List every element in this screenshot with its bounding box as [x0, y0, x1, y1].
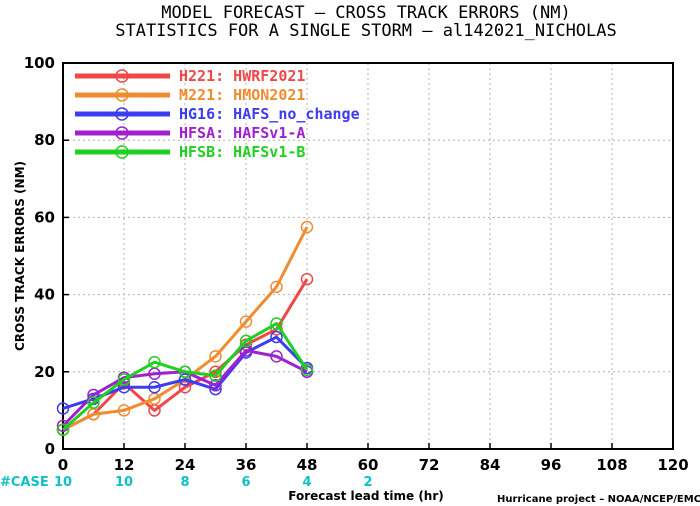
series-marker	[209, 365, 222, 379]
series-marker	[209, 379, 222, 392]
case-count: 8	[180, 475, 189, 490]
x-tick-label: 0	[58, 456, 68, 474]
legend-item-1: M221: HMON2021	[75, 86, 305, 104]
case-count: 6	[241, 475, 250, 490]
y-tick-label: 0	[45, 440, 55, 458]
x-tick-label: 36	[236, 456, 257, 474]
x-tick-label: 96	[541, 456, 562, 474]
series-marker	[270, 350, 283, 363]
series-marker	[300, 220, 314, 234]
series-4	[56, 317, 314, 436]
x-tick-label: 12	[114, 456, 135, 474]
series-marker	[87, 388, 100, 402]
series-marker	[178, 380, 192, 394]
chart-title-line1: MODEL FORECAST – CROSS TRACK ERRORS (NM)	[161, 3, 570, 23]
legend-label: HFSB: HAFSv1-B	[179, 143, 305, 161]
case-count: 10	[115, 475, 133, 490]
y-axis-label: CROSS TRACK ERRORS (NM)	[13, 161, 27, 351]
series-marker	[87, 396, 100, 409]
legend-label: H221: HWRF2021	[179, 67, 305, 85]
series-marker	[148, 380, 161, 394]
series-marker	[117, 380, 131, 394]
x-axis-label: Forecast lead time (hr)	[288, 489, 444, 503]
grid-lines	[63, 63, 673, 449]
series-marker	[300, 363, 314, 377]
series-marker	[117, 373, 131, 386]
series-marker	[209, 369, 222, 382]
legend-marker	[115, 145, 129, 159]
series-marker	[178, 365, 192, 379]
series-marker	[239, 334, 253, 348]
legend-label: HG16: HAFS_no_change	[179, 105, 360, 123]
axis-ticks: 0 12 24 36 48 60 72 84 96 108 120 0 20 40 60 80 100	[24, 54, 689, 474]
x-tick-label: 48	[297, 456, 318, 474]
y-tick-label: 20	[34, 363, 55, 381]
case-count: 2	[363, 475, 372, 490]
series-marker	[239, 344, 253, 357]
x-tick-label: 72	[419, 456, 440, 474]
series-marker	[148, 355, 161, 369]
legend-label: HFSA: HAFSv1-A	[179, 124, 305, 142]
x-tick-label: 108	[596, 456, 627, 474]
legend-marker	[115, 69, 129, 83]
y-tick-label: 80	[34, 131, 55, 149]
series-marker	[270, 280, 283, 294]
y-tick-label: 40	[34, 286, 55, 304]
x-tick-label: 120	[657, 456, 688, 474]
case-counts: #CASE 10 10 8 6 4 2	[0, 475, 373, 490]
series-line	[62, 322, 309, 431]
case-count: 4	[302, 475, 311, 490]
series-marker	[117, 404, 131, 417]
series-line	[62, 278, 309, 432]
y-tick-label: 60	[34, 208, 55, 226]
series-marker	[178, 373, 192, 386]
series-lines	[56, 220, 314, 436]
legend-item-0: H221: HWRF2021	[75, 67, 305, 85]
series-marker	[270, 330, 283, 344]
y-tick-label: 100	[24, 54, 55, 72]
x-tick-label: 84	[480, 456, 501, 474]
series-marker	[209, 350, 222, 363]
legend-label: M221: HMON2021	[179, 86, 305, 104]
series-marker	[56, 402, 70, 415]
x-tick-label: 24	[175, 456, 196, 474]
legend-item-2: HG16: HAFS_no_change	[75, 105, 360, 123]
legend-marker	[115, 88, 129, 102]
legend-item-3: HFSA: HAFSv1-A	[75, 124, 305, 142]
series-marker	[270, 317, 283, 330]
case-count: 10	[54, 475, 72, 490]
chart-title-line2: STATISTICS FOR A SINGLE STORM – al142021…	[115, 21, 617, 41]
legend-marker	[115, 126, 129, 140]
x-tick-label: 60	[358, 456, 379, 474]
series-marker	[56, 423, 70, 436]
series-marker	[239, 315, 253, 328]
plot-frame	[62, 62, 674, 450]
credit-text: Hurricane project – NOAA/NCEP/EMC	[497, 494, 700, 505]
legend-item-4: HFSB: HAFSv1-B	[75, 143, 305, 161]
case-label: #CASE	[0, 475, 49, 490]
legend-marker	[115, 107, 129, 121]
series-marker	[300, 272, 314, 286]
